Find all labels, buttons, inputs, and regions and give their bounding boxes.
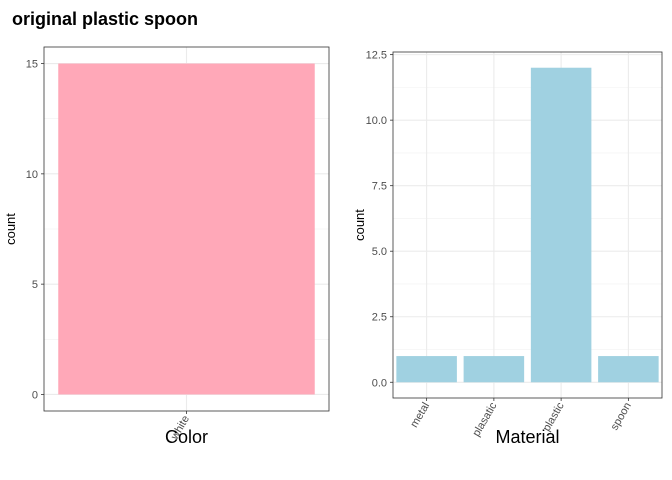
- panel-background: [393, 52, 662, 398]
- y-tick-label: 5: [32, 279, 38, 291]
- y-tick-label: 0: [32, 389, 38, 401]
- bar-plasatic: [463, 356, 525, 383]
- y-tick-label: 10.0: [366, 115, 387, 127]
- panel-border: [392, 51, 663, 399]
- y-tick-label: 12.5: [366, 50, 387, 62]
- y-tick-label: 0.0: [372, 377, 387, 389]
- y-axis-title: count: [352, 209, 367, 241]
- y-tick-label: 10: [26, 169, 38, 181]
- y-tick-label: 5.0: [372, 246, 387, 258]
- bar-spoon: [598, 356, 659, 383]
- bar-plastic: [530, 67, 592, 383]
- figure-title: original plastic spoon: [12, 9, 199, 29]
- bar-metal: [396, 356, 457, 383]
- y-tick-label: 2.5: [372, 312, 387, 324]
- y-tick-label: 7.5: [372, 181, 387, 193]
- x-tick-label: metal: [408, 401, 432, 430]
- bar-white: [58, 63, 315, 395]
- x-axis-title: Color: [165, 427, 208, 447]
- y-tick-label: 15: [26, 59, 38, 71]
- x-tick-label: spoon: [609, 401, 634, 433]
- y-axis-title: count: [3, 213, 18, 245]
- x-axis-title: Material: [495, 427, 559, 447]
